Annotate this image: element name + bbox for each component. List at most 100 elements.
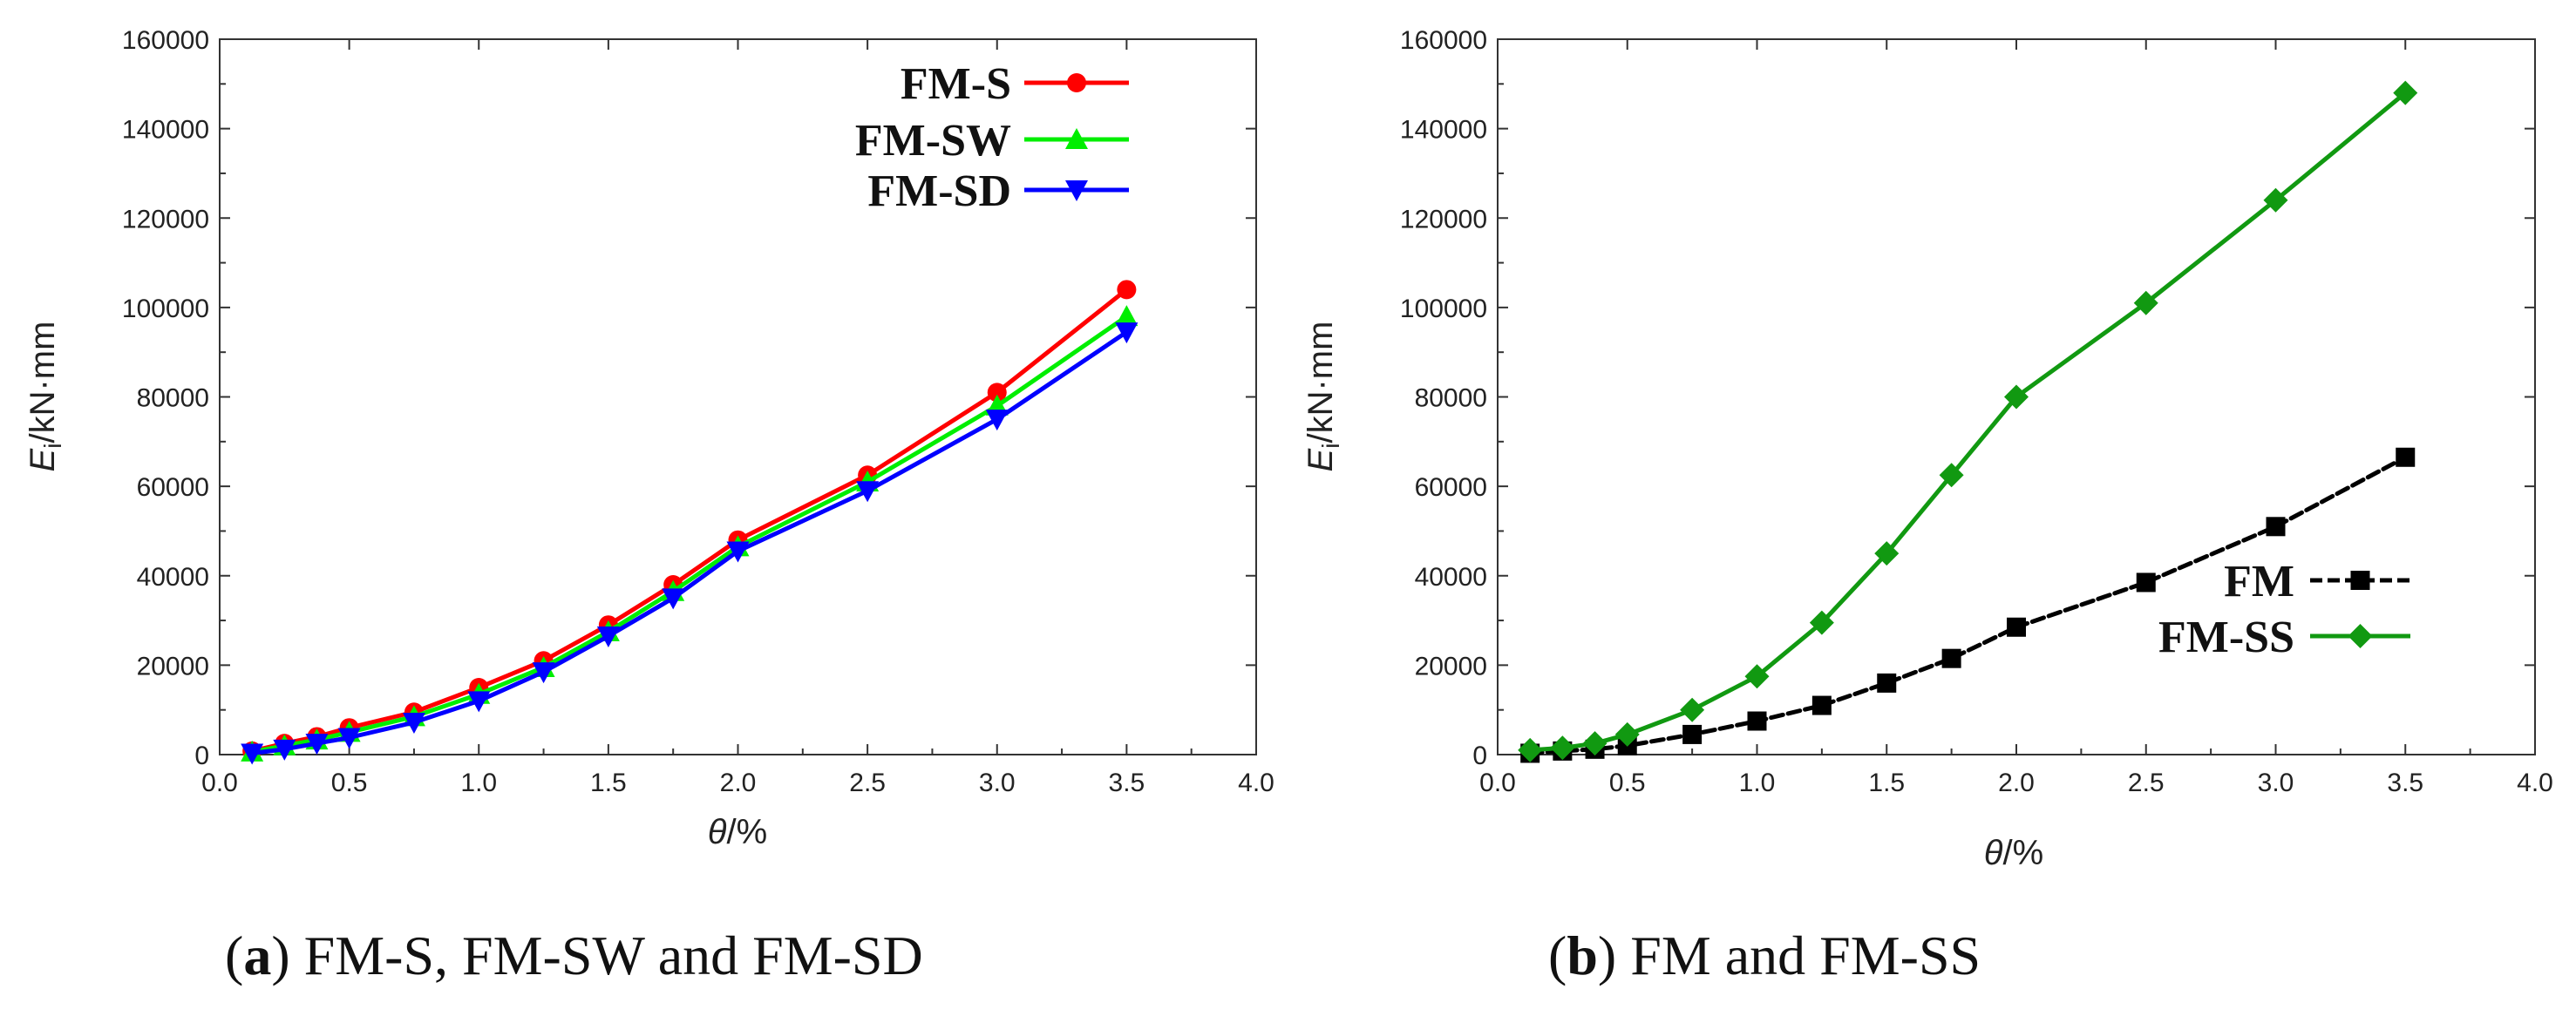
data-point-fm-ss bbox=[2263, 187, 2288, 213]
chart-a: 0.0 0.5 1.0 1.5 2.0 2.5 3.0 3.5 4.0 0 20000 40000 60… bbox=[24, 26, 1274, 986]
legend-marker-fm-sw bbox=[1065, 128, 1088, 149]
caption-open-paren: ( bbox=[1548, 925, 1567, 986]
y-axis-label-subscript: i bbox=[39, 444, 66, 449]
data-point-fm-ss bbox=[2133, 290, 2158, 315]
data-point-fm bbox=[1747, 711, 1767, 731]
plot-frame bbox=[219, 38, 1257, 755]
x-tick-label: 1.0 bbox=[1739, 769, 1776, 797]
data-point-fm-sd bbox=[467, 691, 491, 713]
y-tick-label: 80000 bbox=[137, 384, 209, 413]
x-axis-label-unit: /% bbox=[2003, 834, 2044, 872]
series-line-fm-sw bbox=[249, 314, 1129, 755]
data-point-fm bbox=[1682, 724, 1703, 744]
data-point-fm-ss bbox=[1614, 721, 1640, 747]
y-axis-label-symbol: E bbox=[1302, 447, 1340, 471]
caption-letter: a bbox=[243, 925, 271, 986]
x-tick-label: 0.5 bbox=[1609, 769, 1646, 797]
x-tick-label: 1.5 bbox=[1868, 769, 1905, 797]
legend-marker-fm bbox=[2350, 571, 2370, 590]
caption-close-paren: ) bbox=[1598, 925, 1630, 986]
x-tick-label: 1.0 bbox=[460, 769, 497, 797]
x-tick-label: 2.0 bbox=[720, 769, 757, 797]
y-tick-label: 160000 bbox=[122, 26, 209, 55]
x-axis-label-unit: /% bbox=[727, 813, 768, 851]
data-point-fm bbox=[2007, 617, 2026, 637]
data-point-fm-ss bbox=[2393, 80, 2418, 105]
data-point-fm-s bbox=[987, 383, 1007, 403]
data-point-fm bbox=[2136, 572, 2156, 593]
x-tick-label: 0.5 bbox=[331, 769, 368, 797]
legend-marker-fm-sd bbox=[1065, 180, 1088, 201]
data-point-fm bbox=[2266, 517, 2286, 537]
data-point-fm-ss bbox=[1939, 463, 1964, 488]
x-tick-label: 1.5 bbox=[590, 769, 627, 797]
y-axis-label: Ei/kN·mm bbox=[1302, 322, 1344, 472]
y-tick-label: 140000 bbox=[122, 116, 209, 145]
y-axis-label-unit: /kN·mm bbox=[1302, 322, 1340, 444]
legend-label-fm-ss: FM-SS bbox=[2158, 613, 2294, 662]
chart-caption: (b) FM and FM-SS bbox=[1548, 925, 1981, 986]
data-point-fm-s bbox=[1117, 280, 1137, 300]
legend-label-fm-sd: FM-SD bbox=[867, 166, 1011, 216]
data-point-fm-ss bbox=[1518, 737, 1543, 762]
y-axis-label-subscript: i bbox=[1317, 444, 1344, 449]
caption-letter: b bbox=[1567, 925, 1598, 986]
data-point-fm-sd bbox=[662, 588, 685, 610]
y-tick-label: 100000 bbox=[122, 295, 209, 323]
x-tick-label: 3.5 bbox=[1109, 769, 1145, 797]
data-point-fm-sd bbox=[402, 713, 425, 735]
data-point-fm-ss bbox=[1809, 610, 1834, 635]
y-tick-label: 140000 bbox=[1400, 116, 1487, 145]
y-tick-label: 40000 bbox=[1415, 563, 1487, 592]
y-tick-label: 0 bbox=[194, 742, 209, 770]
x-tick-label: 0.0 bbox=[1479, 769, 1516, 797]
y-tick-label: 120000 bbox=[122, 205, 209, 234]
data-point-fm-sd bbox=[305, 734, 329, 755]
x-axis-label-symbol: θ bbox=[1984, 834, 2003, 872]
data-point-fm bbox=[1877, 673, 1897, 693]
x-tick-label: 4.0 bbox=[1238, 769, 1274, 797]
chart-b: 0.0 0.5 1.0 1.5 2.0 2.5 3.0 3.5 4.0 0 20000 40000 60… bbox=[1302, 26, 2553, 986]
data-point-fm-sd bbox=[726, 541, 750, 563]
x-axis-label: θ/% bbox=[708, 813, 767, 851]
chart-caption: (a) FM-S, FM-SW and FM-SD bbox=[225, 925, 923, 986]
data-point-fm-sd bbox=[337, 728, 361, 749]
data-point-fm-ss bbox=[1582, 731, 1607, 756]
y-tick-label: 0 bbox=[1472, 742, 1487, 770]
legend-marker-fm-ss bbox=[2348, 624, 2373, 648]
y-axis-label-unit: /kN·mm bbox=[24, 322, 62, 444]
y-tick-label: 20000 bbox=[137, 652, 209, 681]
data-point-fm-sw bbox=[1115, 305, 1138, 327]
legend-label-fm-s: FM-S bbox=[901, 59, 1011, 109]
data-point-fm-ss bbox=[1744, 664, 1770, 689]
x-tick-label: 0.0 bbox=[201, 769, 238, 797]
x-tick-label: 2.0 bbox=[1998, 769, 2035, 797]
series-line-fm-s bbox=[249, 287, 1129, 754]
data-point-fm-sd bbox=[985, 410, 1009, 431]
y-tick-label: 60000 bbox=[137, 473, 209, 502]
y-axis-label-symbol: E bbox=[24, 447, 62, 471]
y-tick-label: 80000 bbox=[1415, 384, 1487, 413]
x-tick-label: 2.5 bbox=[849, 769, 886, 797]
y-tick-label: 120000 bbox=[1400, 205, 1487, 234]
x-tick-label: 2.5 bbox=[2128, 769, 2165, 797]
y-tick-label: 60000 bbox=[1415, 473, 1487, 502]
x-tick-label: 3.0 bbox=[979, 769, 1016, 797]
legend-marker-fm-s bbox=[1067, 73, 1086, 92]
x-tick-label: 3.5 bbox=[2387, 769, 2423, 797]
x-tick-label: 3.0 bbox=[2258, 769, 2294, 797]
data-point-fm-sd bbox=[1115, 322, 1138, 344]
y-axis-label: Ei/kN·mm bbox=[24, 322, 66, 472]
y-tick-label: 20000 bbox=[1415, 652, 1487, 681]
data-point-fm bbox=[1941, 648, 1961, 668]
y-tick-label: 40000 bbox=[137, 563, 209, 592]
data-point-fm bbox=[1811, 695, 1832, 715]
data-point-fm-sd bbox=[596, 627, 620, 648]
x-axis-label: θ/% bbox=[1984, 834, 2043, 872]
legend-label-fm: FM bbox=[2224, 557, 2294, 606]
y-tick-label: 100000 bbox=[1400, 295, 1487, 323]
data-point-fm-ss bbox=[2004, 384, 2029, 410]
data-point-fm-sd bbox=[241, 743, 264, 765]
caption-text: FM-S, FM-SW and FM-SD bbox=[304, 925, 923, 986]
